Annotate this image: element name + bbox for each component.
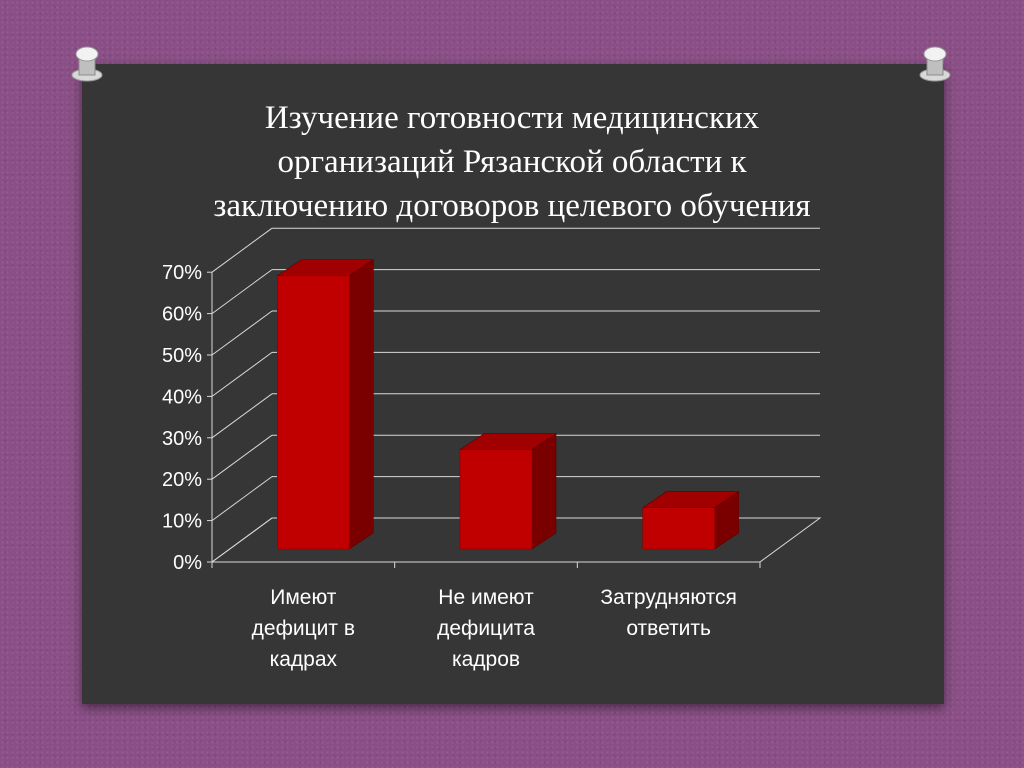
slide-title-line: заключению договоров целевого обучения [213,188,811,224]
y-tick-label: 50% [162,345,202,367]
gridline-side [211,517,273,563]
gridline-side [211,310,273,356]
x-tick-label: дефицита [437,617,535,640]
gridline-side [211,476,273,522]
bar [642,507,715,550]
y-tick-label: 60% [162,304,202,326]
bar [277,275,350,550]
x-tick-label: ответить [626,617,711,640]
x-tick-label: дефицит в [252,617,355,640]
gridline-side [211,393,273,439]
y-tick-label: 40% [162,386,202,408]
x-tick-label: кадров [452,648,520,671]
pushpin-icon [71,46,103,82]
y-tick-label: 70% [162,262,202,284]
slide-title-line: организаций Рязанской области к [277,144,747,180]
slide-title-line: Изучение готовности медицинских [264,100,760,136]
x-tick-label: Имеют [270,586,336,609]
gridline-side [211,227,273,273]
x-tick-label: Не имеют [438,586,534,609]
bar-side [531,433,557,550]
bar [459,449,533,550]
slide-board [82,64,944,704]
gridline-side [211,269,273,315]
gridline-side [211,434,273,480]
y-tick-label: 20% [162,469,202,491]
bar-side [349,259,374,550]
y-tick-label: 30% [162,428,202,450]
y-tick-label: 0% [173,552,202,574]
gridline-side [211,351,273,397]
y-tick-label: 10% [162,511,202,533]
slide-title: Изучение готовности медицинских организа… [120,96,904,228]
pushpin-icon [919,46,951,82]
x-tick-label: кадрах [270,648,338,671]
x-tick-label: Затрудняются [600,586,737,609]
